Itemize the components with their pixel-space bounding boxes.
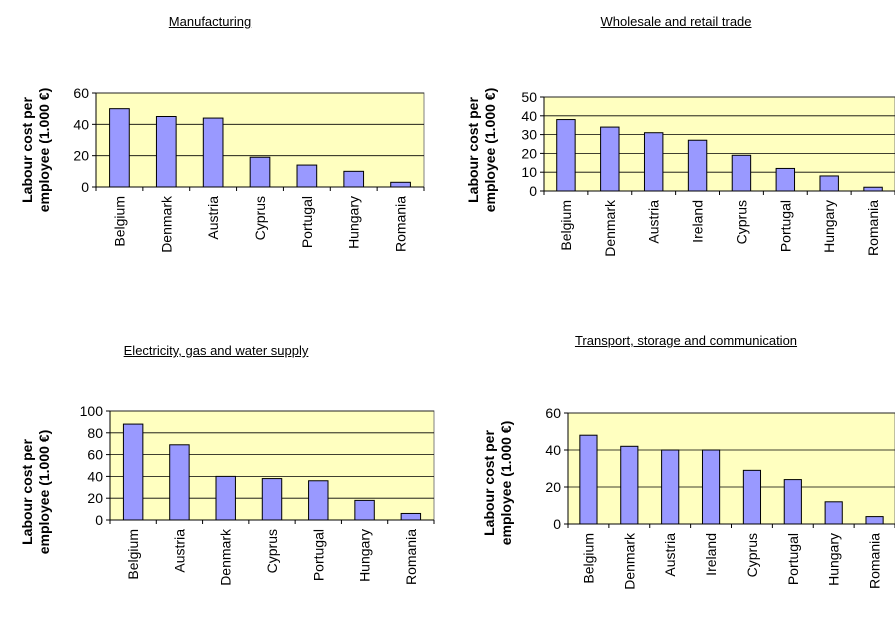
x-category-label: Belgium <box>125 529 141 580</box>
bar-denmark <box>215 475 236 521</box>
bar-romania <box>863 186 883 192</box>
bar-ireland <box>701 449 721 525</box>
x-category-label: Ireland <box>703 533 719 576</box>
bar-hungary <box>824 501 843 525</box>
bar-portugal <box>296 164 318 188</box>
x-category-label: Cyprus <box>744 533 760 577</box>
bar-portugal <box>308 480 329 521</box>
y-tick-label: 0 <box>95 512 103 528</box>
bar-romania <box>390 181 411 188</box>
x-category-label: Cyprus <box>264 529 280 573</box>
x-category-label: Austria <box>205 196 221 240</box>
x-category-label: Hungary <box>826 533 842 586</box>
x-category-label: Denmark <box>218 528 234 586</box>
y-tick-label: 40 <box>545 442 561 458</box>
x-category-label: Belgium <box>558 200 574 251</box>
y-tick-label: 60 <box>87 447 103 463</box>
bar-austria <box>169 444 190 521</box>
x-category-label: Cyprus <box>252 196 268 240</box>
x-category-label: Cyprus <box>733 200 749 244</box>
x-category-label: Denmark <box>602 199 618 257</box>
y-tick-label: 10 <box>521 164 537 180</box>
y-tick-label: 0 <box>529 183 537 199</box>
x-category-label: Austria <box>646 200 662 244</box>
x-category-label: Portugal <box>785 533 801 585</box>
y-tick-label: 60 <box>545 405 561 421</box>
chart-title-transport: Transport, storage and communication <box>574 333 798 348</box>
bar-hungary <box>354 499 375 521</box>
y-tick-label: 40 <box>73 116 89 132</box>
y-tick-label: 50 <box>521 89 537 105</box>
y-tick-label: 20 <box>545 479 561 495</box>
plot-area <box>567 412 895 525</box>
bar-austria <box>661 449 680 525</box>
bar-hungary <box>819 175 839 192</box>
bar-belgium <box>556 119 576 192</box>
bar-romania <box>865 516 884 525</box>
bar-austria <box>202 117 224 188</box>
x-category-label: Belgium <box>580 533 596 584</box>
chart-title-electricity: Electricity, gas and water supply <box>123 343 309 358</box>
bar-belgium <box>109 108 130 188</box>
x-category-label: Belgium <box>111 196 127 247</box>
y-tick-label: 40 <box>521 108 537 124</box>
chart-title-wholesale: Wholesale and retail trade <box>600 14 752 29</box>
x-category-label: Austria <box>662 533 678 577</box>
y-tick-label: 80 <box>87 425 103 441</box>
bar-cyprus <box>742 469 762 525</box>
y-tick-label: 40 <box>87 468 103 484</box>
bar-denmark <box>600 126 620 192</box>
x-category-label: Ireland <box>690 200 706 243</box>
y-tick-label: 0 <box>81 179 89 195</box>
x-category-label: Denmark <box>158 195 174 253</box>
bar-portugal <box>775 167 796 192</box>
bar-cyprus <box>249 156 271 188</box>
x-category-label: Denmark <box>621 532 637 590</box>
y-tick-label: 30 <box>521 127 537 143</box>
x-category-label: Romania <box>393 196 409 252</box>
bar-belgium <box>122 423 144 521</box>
y-tick-label: 20 <box>87 490 103 506</box>
x-category-label: Austria <box>171 529 187 573</box>
x-category-label: Portugal <box>777 200 793 252</box>
chart-title-manufacturing: Manufacturing <box>168 14 252 29</box>
y-tick-label: 100 <box>80 403 104 419</box>
x-category-label: Hungary <box>821 200 837 253</box>
bar-denmark <box>620 445 639 525</box>
y-tick-label: 20 <box>73 148 89 164</box>
x-category-label: Portugal <box>310 529 326 581</box>
bar-denmark <box>155 116 177 188</box>
x-category-label: Portugal <box>299 196 315 248</box>
x-category-label: Romania <box>865 200 881 256</box>
bar-romania <box>400 512 422 521</box>
x-category-label: Hungary <box>357 529 373 582</box>
x-category-label: Romania <box>403 529 419 585</box>
bar-ireland <box>687 139 708 192</box>
bar-belgium <box>579 434 598 525</box>
y-tick-label: 20 <box>521 145 537 161</box>
bar-hungary <box>343 170 365 188</box>
x-category-label: Hungary <box>346 196 362 249</box>
x-category-label: Romania <box>867 533 883 589</box>
bar-austria <box>643 132 664 192</box>
bar-cyprus <box>731 154 752 192</box>
bar-cyprus <box>261 478 283 521</box>
y-tick-label: 60 <box>73 85 89 101</box>
bar-portugal <box>783 479 802 525</box>
y-tick-label: 0 <box>553 516 561 532</box>
